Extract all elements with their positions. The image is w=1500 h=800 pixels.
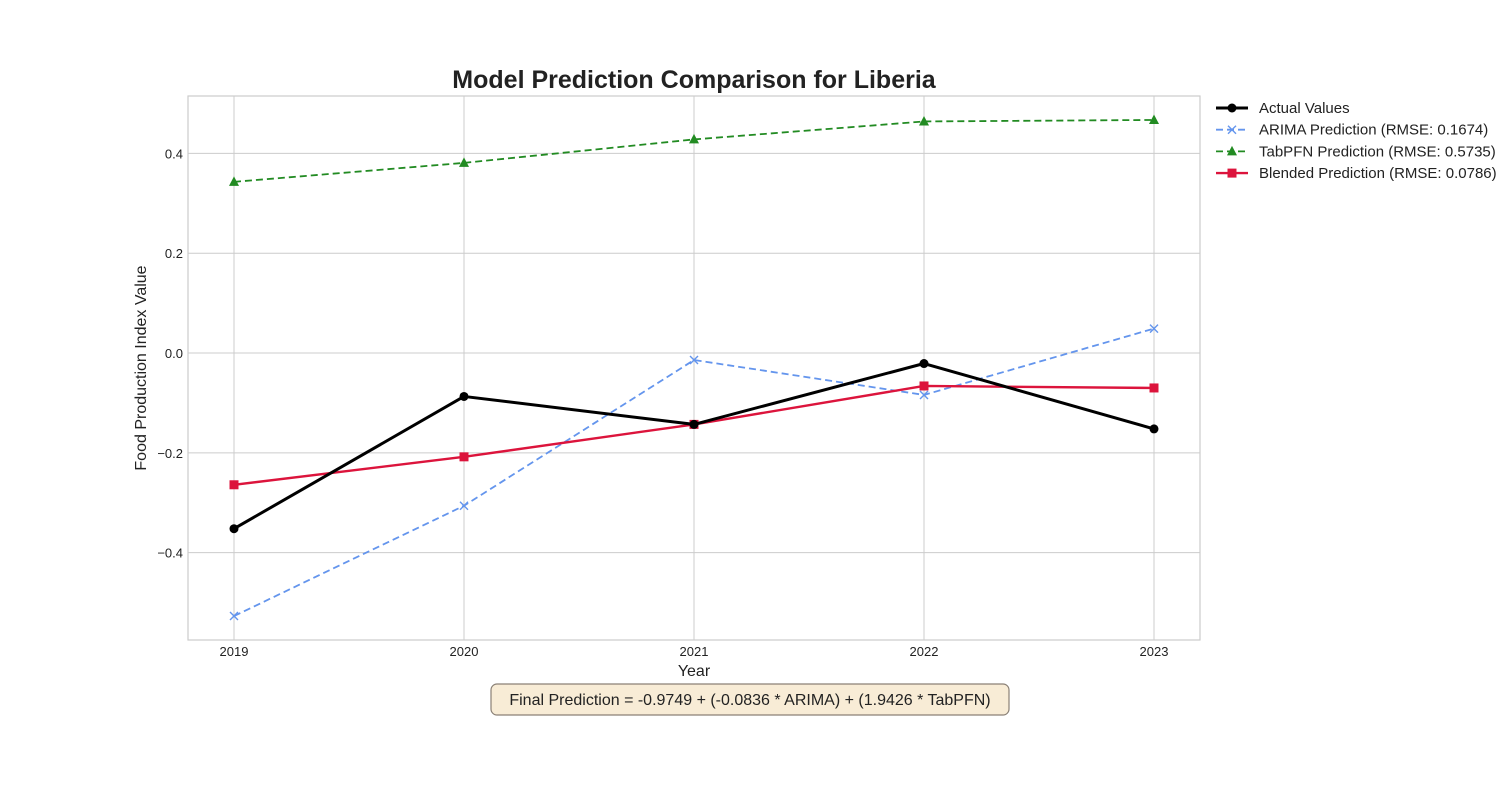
x-tick-label: 2020 — [450, 644, 479, 659]
legend-marker — [1227, 125, 1237, 135]
formula-text: Final Prediction = -0.9749 + (-0.0836 * … — [509, 692, 990, 709]
data-point — [229, 480, 239, 490]
formula-box — [490, 683, 1010, 716]
data-point — [689, 419, 699, 429]
data-point — [459, 391, 469, 401]
legend-item: ARIMA Prediction (RMSE: 0.1674) — [1216, 122, 1488, 139]
data-point — [689, 355, 699, 365]
x-tick-label: 2021 — [680, 644, 709, 659]
data-point — [1149, 324, 1159, 334]
series-line — [233, 327, 1155, 617]
x-tick-label: 2023 — [1140, 644, 1169, 659]
chart-title: Model Prediction Comparison for Liberia — [452, 66, 936, 94]
legend-label: ARIMA Prediction (RMSE: 0.1674) — [1259, 122, 1488, 139]
formula-annotation: Final Prediction = -0.9749 + (-0.0836 * … — [490, 683, 1010, 716]
data-point — [1149, 383, 1159, 393]
data-point — [919, 381, 929, 391]
data-point — [1149, 424, 1159, 434]
y-tick-label: 0.0 — [165, 346, 183, 361]
y-tick-label: 0.2 — [165, 246, 183, 261]
plot-frame — [187, 95, 1201, 641]
series-1 — [229, 324, 1159, 621]
data-point — [919, 359, 929, 369]
legend-label: TabPFN Prediction (RMSE: 0.5735) — [1259, 143, 1496, 160]
legend-label: Blended Prediction (RMSE: 0.0786) — [1259, 165, 1497, 182]
legend-item: TabPFN Prediction (RMSE: 0.5735) — [1216, 143, 1496, 160]
x-tick-label: 2022 — [910, 644, 939, 659]
data-point — [459, 157, 469, 167]
data-point — [919, 390, 929, 400]
legend: Actual Values ARIMA Prediction (RMSE: 0.1… — [1216, 100, 1497, 182]
legend-marker — [1227, 145, 1237, 156]
data-point — [919, 115, 929, 126]
data-point — [229, 611, 239, 621]
legend-label: Actual Values — [1259, 100, 1350, 117]
series-2 — [229, 114, 1159, 186]
legend-item: Blended Prediction (RMSE: 0.0786) — [1216, 165, 1497, 182]
series-group — [229, 114, 1159, 621]
data-point — [459, 501, 469, 511]
legend-item: Actual Values — [1216, 100, 1350, 117]
x-tick-label: 2019 — [220, 644, 249, 659]
legend-marker — [1227, 103, 1237, 113]
y-axis-label: Food Production Index Value — [133, 265, 150, 470]
data-point — [459, 452, 469, 462]
tick-labels: 2019 2020 2021 2022 2023 −0.4 −0.2 0.0 0.2 0.4 — [157, 146, 1168, 659]
series-0 — [229, 359, 1159, 534]
y-tick-label: −0.2 — [157, 446, 183, 461]
x-axis-label: Year — [678, 663, 711, 680]
data-point — [229, 176, 239, 186]
grid-lines — [188, 96, 1200, 640]
y-tick-label: −0.4 — [157, 546, 183, 561]
legend-marker — [1227, 168, 1237, 178]
data-point — [689, 133, 699, 144]
y-tick-label: 0.4 — [165, 146, 183, 161]
data-point — [1149, 114, 1159, 124]
data-point — [229, 524, 239, 534]
